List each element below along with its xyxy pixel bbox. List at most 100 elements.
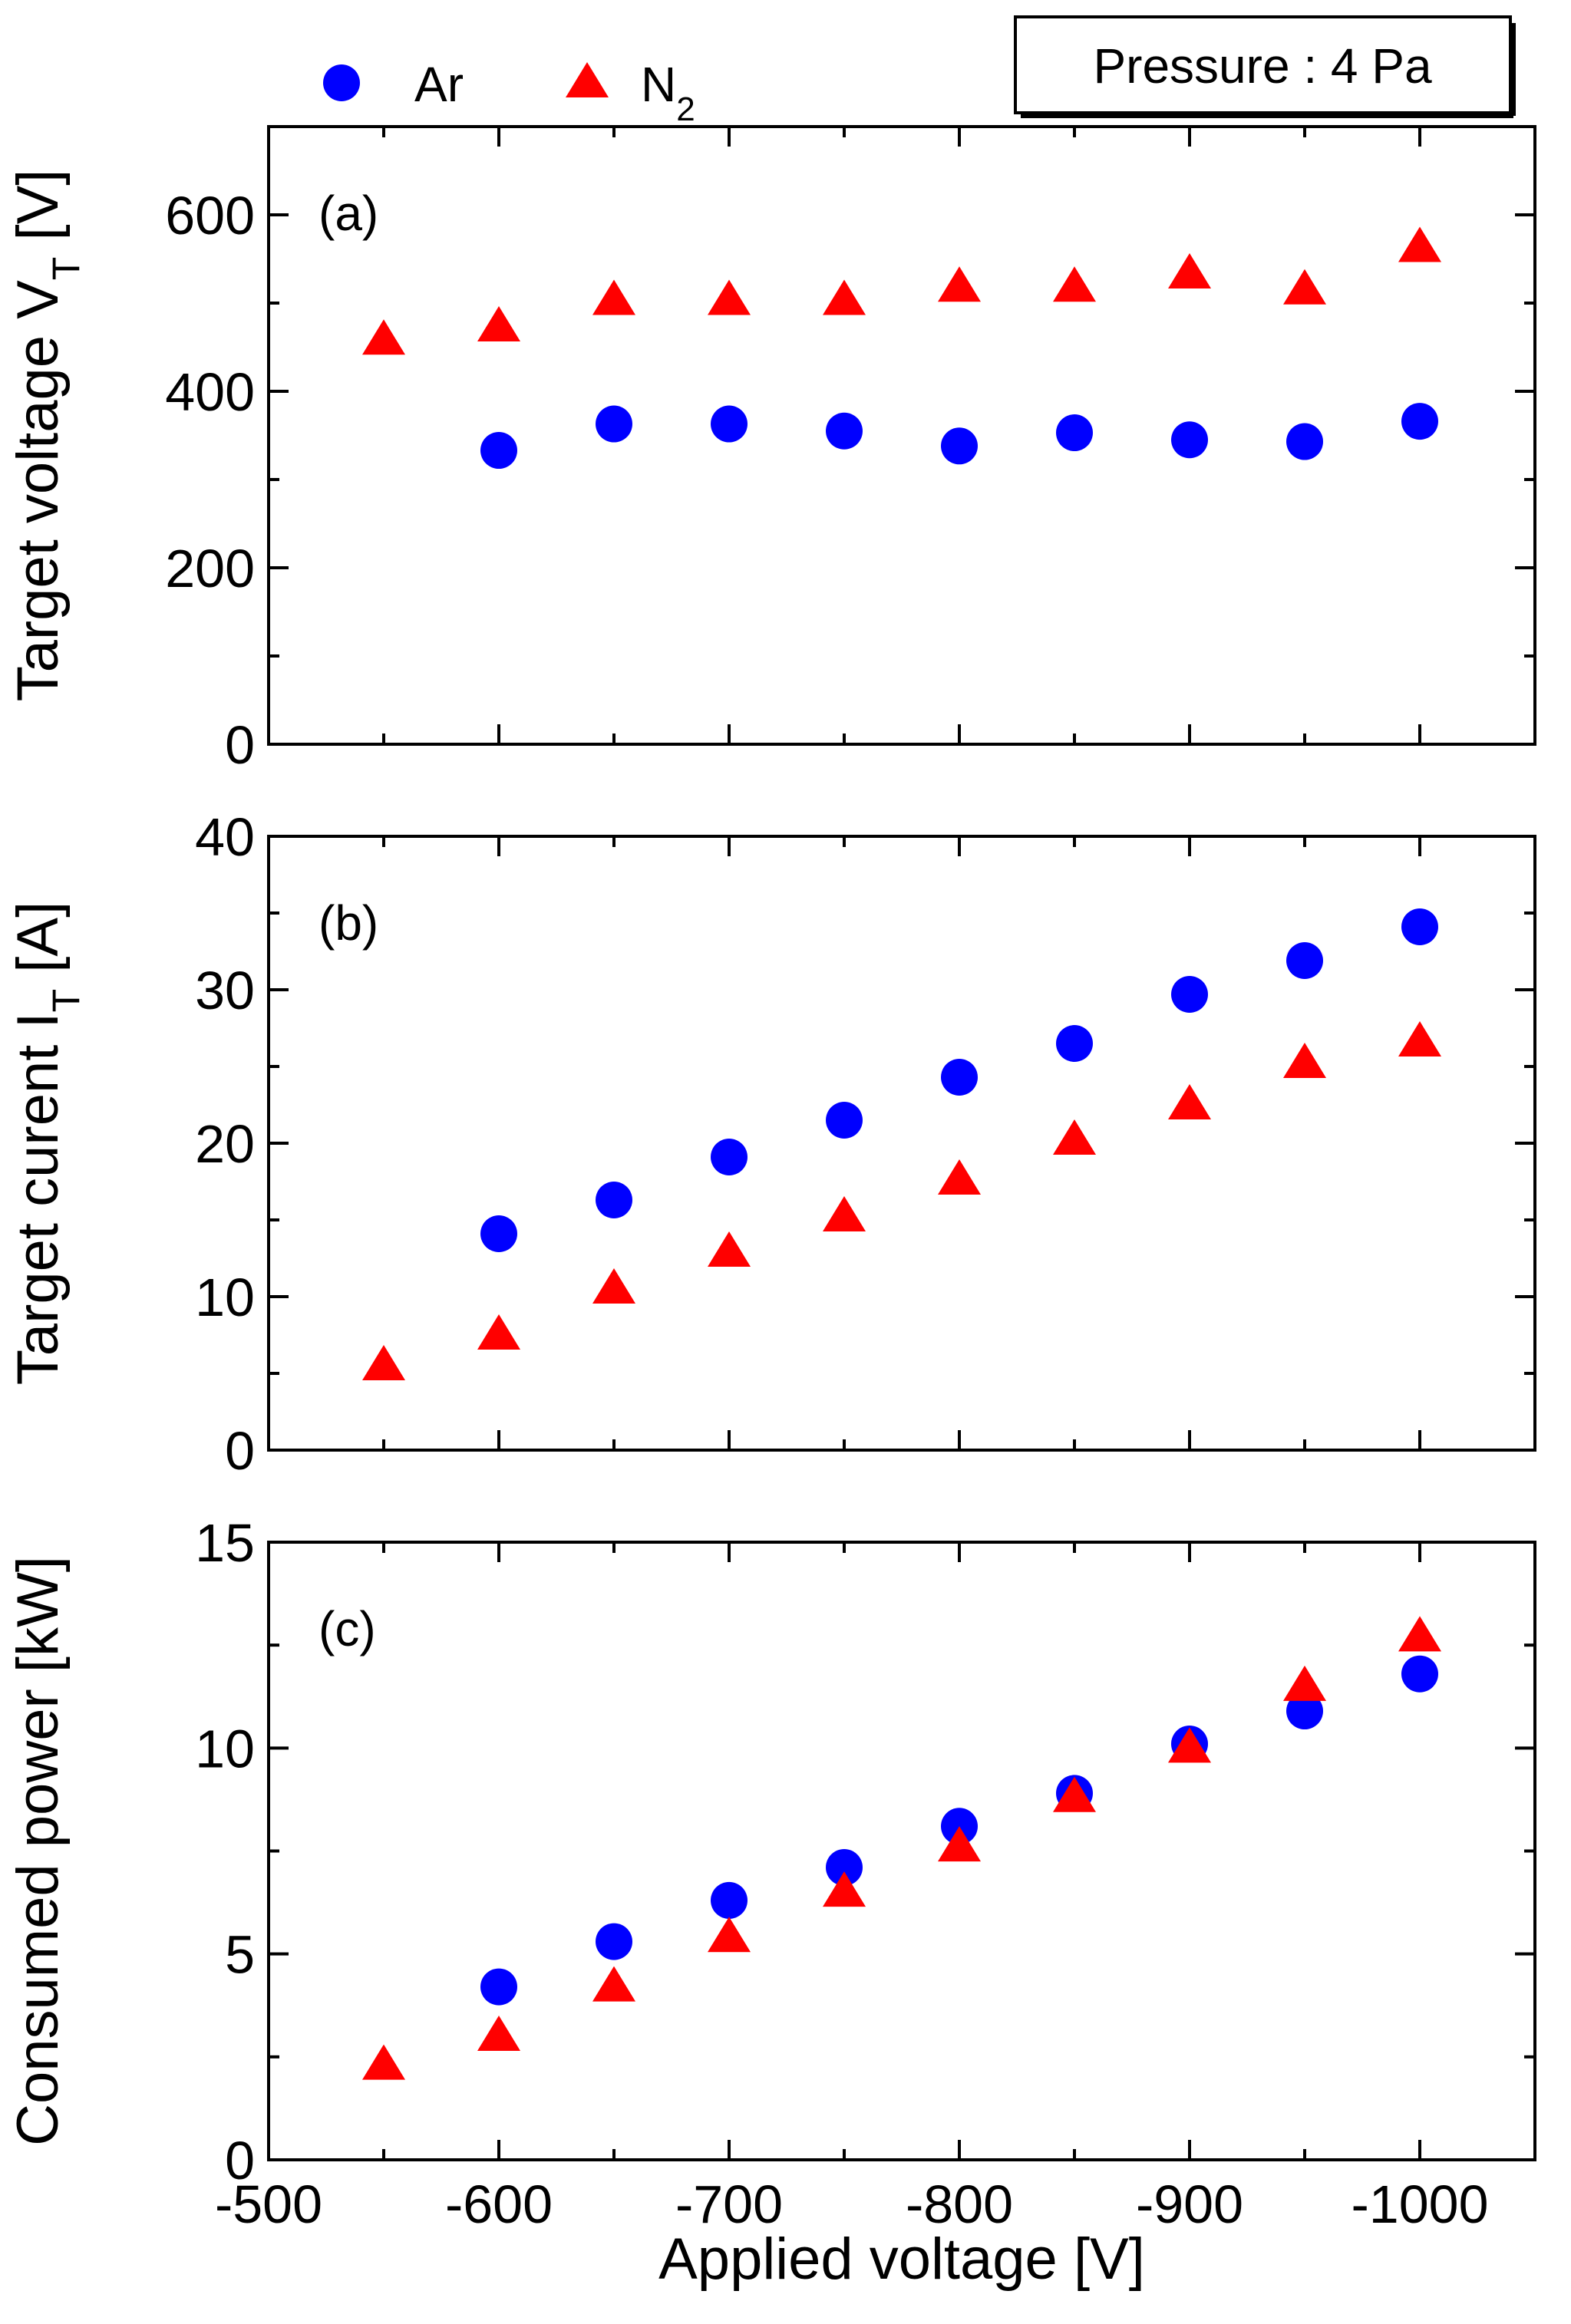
- n2-point: [1283, 269, 1326, 305]
- x-tick-label: -600: [445, 2174, 553, 2234]
- x-tick-label: -1000: [1351, 2174, 1488, 2234]
- panel-a: 0 200 400 600 (a) Target voltage VT [V]: [5, 125, 1536, 775]
- ar-point: [1171, 976, 1208, 1013]
- y-tick-label: 15: [195, 1513, 255, 1573]
- n2-point: [1168, 253, 1211, 289]
- n2-point: [362, 319, 405, 355]
- ar-point: [1171, 421, 1208, 459]
- plot-frame: [267, 835, 1536, 1452]
- ar-point: [1401, 908, 1438, 945]
- n2-point: [592, 1268, 635, 1304]
- n2-point: [938, 1826, 981, 1862]
- ar-point: [711, 405, 748, 443]
- n2-point: [708, 1917, 751, 1953]
- panel-c: 0 5 10 15 (c) Consumed power [kW]: [5, 1513, 1536, 2190]
- y-axis-title-unit: [V]: [5, 170, 71, 257]
- y-axis-title-subscript: T: [45, 257, 87, 281]
- y-tick-label: 40: [195, 807, 255, 867]
- ar-point: [826, 412, 863, 450]
- series-n2: [362, 1021, 1441, 1380]
- y-tick-label: 10: [195, 1719, 255, 1778]
- ar-point: [596, 1182, 632, 1218]
- pressure-annotation: Pressure : 4 Pa: [1014, 15, 1516, 118]
- legend-n2-main: N: [641, 57, 676, 112]
- ar-point: [480, 1968, 517, 2006]
- legend-n2-marker: [566, 62, 609, 97]
- ar-point: [1401, 403, 1438, 440]
- n2-point: [1283, 1043, 1326, 1078]
- ar-point: [1286, 942, 1323, 979]
- ar-point: [1401, 1655, 1438, 1693]
- n2-point: [362, 2044, 405, 2080]
- ar-point: [480, 432, 517, 470]
- n2-point: [592, 1966, 635, 2002]
- ar-point: [941, 427, 978, 465]
- y-tick-label: 0: [225, 1421, 255, 1481]
- n2-point: [477, 2016, 520, 2051]
- y-axis-title: Consumed power [kW]: [5, 1556, 71, 2146]
- n2-point: [477, 306, 520, 342]
- n2-point: [1283, 1665, 1326, 1701]
- x-tick-label: -900: [1136, 2174, 1243, 2234]
- n2-point: [708, 1231, 751, 1267]
- ar-point: [480, 1215, 517, 1252]
- n2-point: [823, 1871, 866, 1907]
- legend-ar-label: Ar: [414, 57, 464, 112]
- y-tick-label: 10: [195, 1267, 255, 1327]
- series-n2: [362, 1616, 1441, 2080]
- y-tick-label: 600: [165, 186, 255, 246]
- annotation-text: Pressure : 4 Pa: [1093, 38, 1432, 94]
- panel-tag: (a): [318, 186, 378, 241]
- series-ar: [480, 908, 1438, 1252]
- panel-tag: (c): [318, 1601, 376, 1656]
- y-axis-title-main: Target curent I: [5, 1012, 71, 1385]
- n2-point: [823, 279, 866, 315]
- ar-point: [711, 1139, 748, 1175]
- plot-frame: [267, 1541, 1536, 2161]
- n2-point: [1168, 1084, 1211, 1119]
- y-tick-label: 200: [165, 539, 255, 598]
- y-tick-label: 0: [225, 715, 255, 775]
- series-n2: [362, 226, 1441, 355]
- panel-tag: (b): [318, 895, 378, 951]
- ar-point: [596, 1923, 632, 1960]
- y-axis-title-main: Target voltage V: [5, 280, 71, 702]
- legend-ar-marker: [323, 64, 360, 101]
- n2-point: [362, 1345, 405, 1380]
- n2-point: [1398, 1021, 1441, 1057]
- y-tick-label: 0: [225, 2131, 255, 2190]
- annotation-box: [1014, 15, 1512, 114]
- x-tick-label: -800: [906, 2174, 1013, 2234]
- ar-point: [1286, 1693, 1323, 1730]
- n2-point: [1053, 1119, 1096, 1155]
- n2-point: [1168, 1727, 1211, 1763]
- series-ar: [480, 403, 1438, 470]
- y-axis-title-unit: [A]: [5, 902, 71, 989]
- y-axis-title-subscript: T: [45, 989, 87, 1013]
- legend-n2-subscript: 2: [676, 91, 695, 128]
- x-tick-label: -500: [215, 2174, 322, 2234]
- ar-point: [826, 1848, 863, 1886]
- ar-point: [1056, 414, 1093, 452]
- n2-point: [477, 1314, 520, 1350]
- y-tick-label: 20: [195, 1114, 255, 1174]
- x-tick-label: -700: [675, 2174, 783, 2234]
- n2-point: [592, 279, 635, 315]
- n2-point: [1398, 226, 1441, 262]
- x-axis-title: Applied voltage [V]: [658, 2227, 1145, 2292]
- n2-point: [708, 279, 751, 315]
- y-axis-title: Target voltage VT [V]: [5, 170, 87, 702]
- n2-point: [823, 1196, 866, 1231]
- ar-point: [711, 1881, 748, 1919]
- y-axis-title: Target curent IT [A]: [5, 902, 87, 1385]
- n2-point: [1053, 1776, 1096, 1812]
- y-axis-title-main: Consumed power [kW]: [5, 1556, 71, 2146]
- n2-point: [1053, 266, 1096, 302]
- ar-point: [826, 1102, 863, 1139]
- ar-point: [941, 1059, 978, 1096]
- y-tick-label: 30: [195, 961, 255, 1020]
- legend: Ar N2: [323, 57, 695, 128]
- ar-point: [596, 405, 632, 443]
- legend-n2-label: N2: [641, 57, 695, 128]
